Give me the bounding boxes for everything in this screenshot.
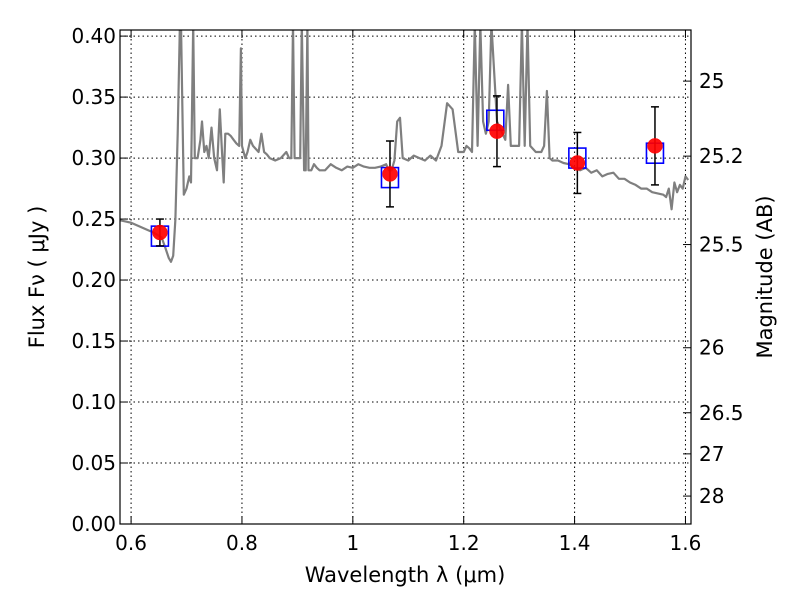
y-axis-label-left: Flux Fν ( μJy ) bbox=[25, 206, 49, 349]
x-tick-label: 0.8 bbox=[226, 531, 258, 555]
magnitude-tick-label: 25 bbox=[699, 69, 724, 93]
x-tick-label: 0.6 bbox=[115, 531, 147, 555]
magnitude-tick-label: 25.2 bbox=[699, 144, 744, 168]
magnitude-tick-label: 28 bbox=[699, 484, 724, 508]
observed-flux-point bbox=[569, 155, 586, 171]
photometry-layer bbox=[150, 95, 665, 247]
y-tick-label: 0.20 bbox=[71, 268, 116, 292]
magnitude-tick-label: 25.5 bbox=[699, 233, 744, 257]
x-tick-label: 1.2 bbox=[448, 531, 480, 555]
y-tick-label: 0.40 bbox=[71, 24, 116, 48]
y-tick-label: 0.35 bbox=[71, 85, 116, 109]
observed-flux-point bbox=[647, 138, 663, 154]
x-tick-label: 1.6 bbox=[670, 531, 702, 555]
y-tick-label: 0.25 bbox=[71, 207, 116, 231]
magnitude-tick-label: 26.5 bbox=[699, 401, 744, 425]
x-tick-labels: 0.6 0.8 1 1.2 1.4 1.6 bbox=[115, 531, 701, 555]
x-tick-label: 1 bbox=[346, 531, 359, 555]
model-spectrum-layer bbox=[120, 30, 690, 263]
y-tick-label: 0.10 bbox=[71, 390, 116, 414]
observed-flux-point bbox=[152, 224, 168, 241]
y-tick-label: 0.30 bbox=[71, 146, 116, 170]
y-tick-label: 0.15 bbox=[71, 329, 116, 353]
y-tick-labels: 0.00 0.05 0.10 0.15 0.20 0.25 0.30 0.35 0.40 bbox=[71, 24, 116, 536]
y-tick-label: 0.05 bbox=[71, 451, 116, 475]
magnitude-tick-label: 27 bbox=[699, 442, 724, 466]
magnitude-tick-labels: 25 25.2 25.5 26 26.5 27 28 bbox=[699, 69, 744, 508]
magnitude-tick-label: 26 bbox=[699, 336, 724, 360]
plot-frame bbox=[119, 29, 692, 525]
x-axis-label: Wavelength λ (μm) bbox=[305, 563, 506, 587]
observed-flux-point bbox=[489, 123, 505, 139]
grid-lines bbox=[120, 30, 691, 525]
x-tick-label: 1.4 bbox=[559, 531, 591, 555]
axis-ticks bbox=[120, 30, 691, 525]
observed-flux-point bbox=[382, 166, 398, 182]
y-tick-label: 0.00 bbox=[71, 512, 116, 536]
y-axis-label-right: Magnitude (AB) bbox=[753, 195, 777, 358]
spectrum-line bbox=[120, 30, 690, 263]
